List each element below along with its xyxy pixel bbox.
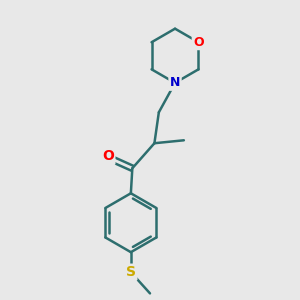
Text: S: S [126, 265, 136, 279]
Text: O: O [102, 149, 114, 164]
Text: O: O [193, 36, 204, 49]
Text: N: N [170, 76, 180, 89]
